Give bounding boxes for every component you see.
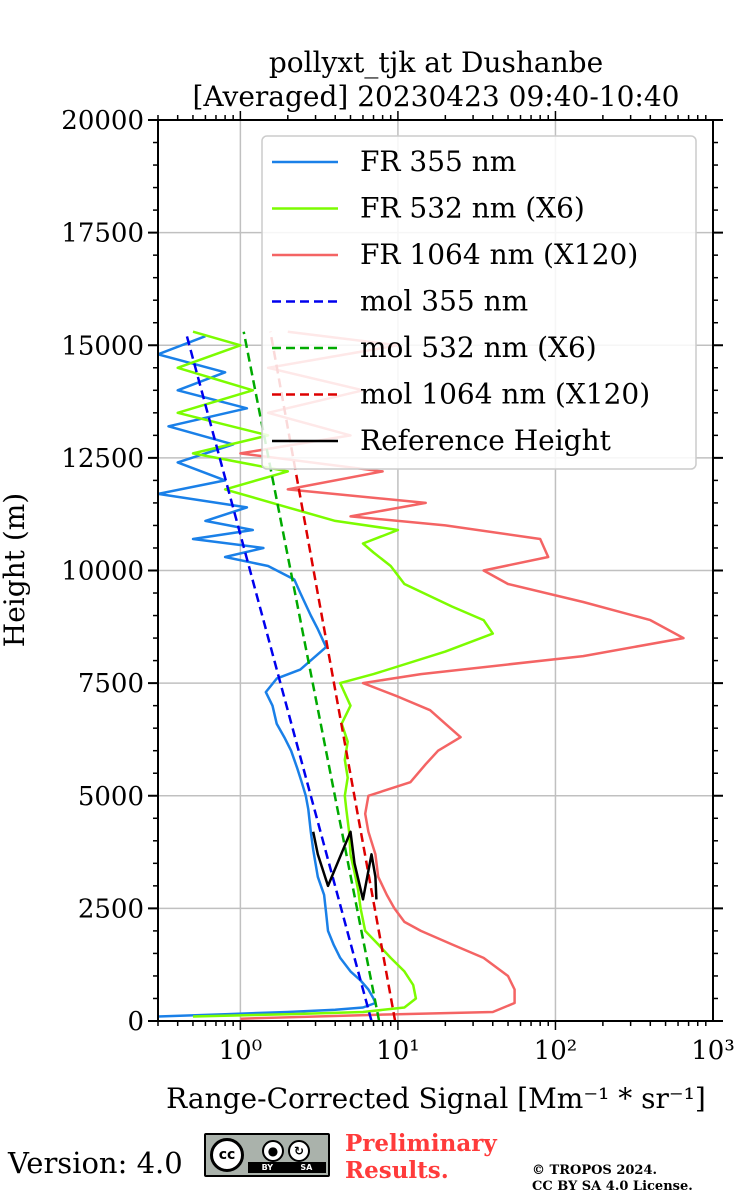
lidar-profile-chart: pollyxt_tjk at Dushanbe [Averaged] 20230…: [0, 46, 735, 1115]
by-person-icon: ●: [262, 1140, 284, 1162]
cc-icon: cc: [210, 1138, 244, 1172]
legend-label: FR 1064 nm (X120): [360, 238, 638, 271]
cc-by-sa-icon: cc ● ↻ BY SA: [204, 1133, 330, 1177]
series-line-1: [176, 330, 495, 1018]
chart-subtitle: [Averaged] 20230423 09:40-10:40: [193, 80, 680, 113]
series-line-4: [242, 331, 381, 1021]
y-tick-label: 7500: [78, 669, 144, 699]
x-axis-label: Range-Corrected Signal [Mm⁻¹ * sr⁻¹]: [166, 1082, 706, 1115]
x-tick-label: 10²: [534, 1036, 578, 1066]
y-tick-label: 5000: [78, 782, 144, 812]
y-tick-label: 2500: [78, 894, 144, 924]
legend-box: [261, 135, 697, 470]
x-tick-label: 10³: [691, 1036, 735, 1066]
y-tick-label: 0: [127, 1007, 144, 1037]
x-tick-label: 10¹: [376, 1036, 420, 1066]
cc-sa-label: SA: [300, 1163, 313, 1172]
cc-by-label: BY: [261, 1163, 274, 1172]
legend: FR 355 nm FR 532 nm (X6) FR 1064 nm (X120)…: [261, 135, 697, 470]
copyright-line2: CC BY SA 4.0 License.: [532, 1179, 693, 1194]
copyright-line1: © TROPOS 2024.: [532, 1163, 658, 1178]
axis-ticks: 10⁰ 10¹ 10² 10³ 0 2500 5000 7500 10000 12500 15000…: [61, 106, 734, 1066]
series-line-2: [239, 330, 685, 1020]
legend-label: mol 532 nm (X6): [360, 331, 597, 364]
legend-label: Reference Height: [360, 424, 612, 457]
x-tick-label: 10⁰: [219, 1036, 263, 1066]
legend-label: FR 355 nm: [360, 145, 516, 178]
series-group: [158, 330, 685, 1021]
legend-label: FR 532 nm (X6): [360, 192, 585, 225]
cc-badge-text: BY SA: [248, 1162, 326, 1173]
copyright-note: © TROPOS 2024. CC BY SA 4.0 License.: [532, 1163, 693, 1195]
y-tick-label: 12500: [61, 444, 144, 474]
series-line-0: [158, 335, 377, 1018]
version-label: Version: 4.0: [8, 1146, 183, 1180]
y-axis-label: Height (m): [0, 493, 31, 647]
chart-title: pollyxt_tjk at Dushanbe: [269, 46, 603, 79]
series-line-3: [184, 331, 373, 1021]
preliminary-results-note: Preliminary Results.: [345, 1130, 497, 1184]
y-tick-label: 10000: [61, 557, 144, 587]
legend-label: mol 355 nm: [360, 285, 528, 318]
legend-label: mol 1064 nm (X120): [360, 378, 650, 411]
preliminary-line2: Results.: [345, 1157, 449, 1184]
y-tick-label: 20000: [61, 106, 144, 136]
series-layer: [158, 330, 685, 1021]
series-line-5: [269, 331, 397, 1021]
y-tick-label: 17500: [61, 219, 144, 249]
share-alike-icon: ↻: [288, 1140, 310, 1162]
preliminary-line1: Preliminary: [345, 1130, 497, 1157]
series-line-6: [311, 830, 378, 901]
y-tick-label: 15000: [61, 331, 144, 361]
